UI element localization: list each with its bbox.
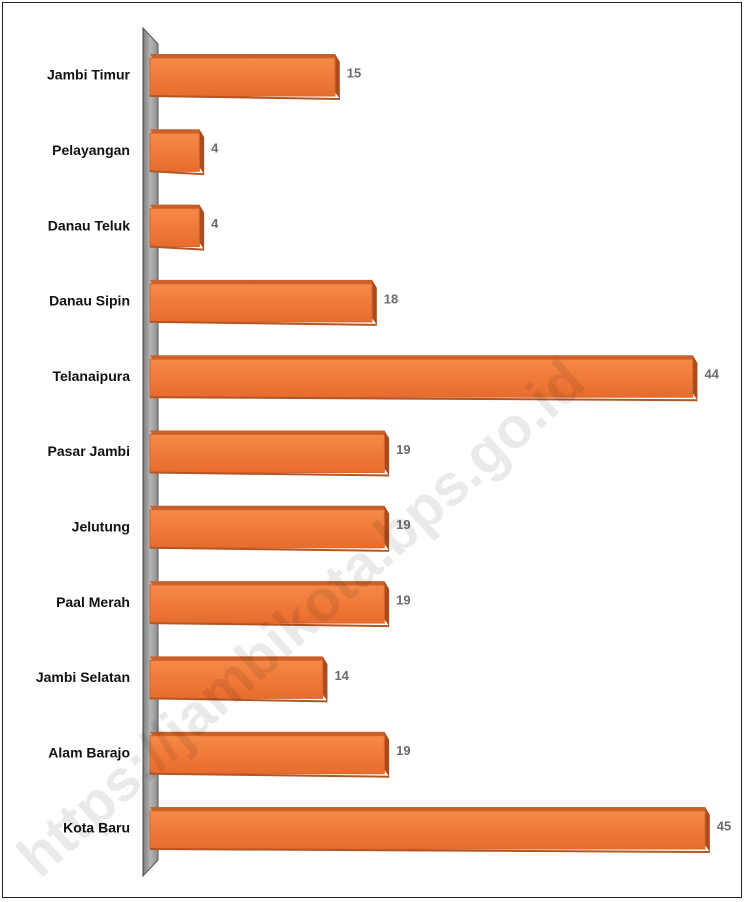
bar-side-face [384,581,390,627]
bar-kota-baru [149,807,710,853]
bar-jambi-timur [149,54,340,100]
bar-bottom-edge [149,546,390,552]
bar-side-face [692,355,698,401]
bar-front-face [149,358,694,398]
bar-paal-merah [149,581,390,628]
value-label: 14 [334,668,349,683]
value-label: 44 [704,367,719,382]
bar-side-face [199,129,205,175]
bar-front-face [149,283,373,323]
bar-side-face [199,204,205,250]
category-labels: Jambi Timur Pelayangan Danau Teluk Danau Si… [36,67,131,836]
value-label: 18 [384,291,398,306]
bar-side-face [705,807,710,852]
bar-front-face [149,584,385,624]
bar-front-face [149,132,200,172]
bar-front-face [149,659,324,699]
bar-bottom-edge [149,396,698,402]
category-label: Kota Baru [63,820,130,836]
category-label: Jambi Timur [47,67,131,83]
bars [149,54,710,853]
bar-front-face [149,810,706,850]
category-label: Jelutung [72,519,130,535]
bar-bottom-edge [149,772,390,778]
bar-bottom-edge [149,622,390,628]
category-label: Danau Sipin [49,293,130,309]
bar-bottom-edge [149,170,205,176]
value-label: 19 [396,743,410,758]
bar-front-face [149,208,200,248]
value-label: 15 [347,65,361,80]
bar-alam-barajo [149,731,390,778]
bar-jambi-selatan [149,656,328,703]
bar-bottom-edge [149,320,377,326]
bar-front-face [149,434,385,473]
bar-bottom-edge [149,471,390,477]
bar-side-face [384,505,390,551]
bar-danau-teluk [149,204,205,251]
bar-bottom-edge [149,95,340,100]
category-label: Pasar Jambi [48,443,131,459]
value-label: 4 [211,216,219,231]
bar-side-face [372,279,377,325]
bar-telanaipura [149,355,698,402]
bar-danau-sipin [149,279,377,326]
value-label: 19 [396,442,410,457]
bar-side-face [335,54,340,99]
category-label: Alam Barajo [48,744,130,760]
bar-pelayangan [149,129,205,176]
value-label: 19 [396,517,410,532]
bar-pasar-jambi [149,430,390,477]
value-label: 19 [396,593,410,608]
bar-front-face [149,509,385,549]
value-label: 4 [211,141,219,156]
bar-bottom-edge [149,245,205,251]
bar-side-face [384,731,390,777]
bar-bottom-edge [149,848,710,853]
bar-front-face [149,735,385,775]
category-label: Paal Merah [56,594,130,610]
bar-jelutung [149,505,390,552]
category-label: Pelayangan [52,142,130,158]
bar-bottom-edge [149,697,328,703]
bar-front-face [149,57,336,97]
bar-side-face [322,656,328,702]
category-label: Telanaipura [52,368,130,384]
bar-side-face [384,430,390,476]
category-label: Jambi Selatan [36,669,130,685]
value-label: 45 [717,818,731,833]
category-label: Danau Teluk [48,217,130,233]
